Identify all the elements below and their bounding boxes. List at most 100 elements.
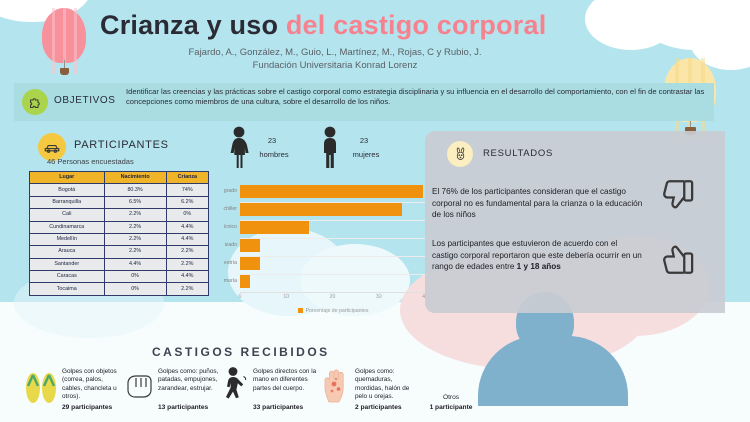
female-figure-icon — [226, 126, 252, 173]
punishments-title: CASTIGOS RECIBIDOS — [152, 345, 330, 359]
table-cell: Cundinamarca — [29, 220, 105, 234]
authors-block: Fajardo, A., González, M., Guio, L., Mar… — [100, 46, 570, 72]
table-column-header-1: Nacimiento — [103, 170, 167, 185]
punishment-count: 13 participantes — [158, 404, 209, 411]
chart-category-label: ícnico — [223, 224, 237, 230]
table-cell: 4.4% — [165, 269, 210, 284]
table-cell: Santander — [29, 257, 105, 272]
table-cell: 2.2% — [165, 257, 210, 272]
table-cell: 6.5% — [103, 195, 167, 210]
table-column-header-0: Lugar — [29, 170, 105, 185]
fist-icon — [123, 370, 157, 407]
table-column-header-2: Crianza — [165, 170, 210, 185]
balloon-stripe — [52, 8, 55, 74]
male-count: 23 — [359, 136, 369, 145]
chart-bar-row: grado — [205, 184, 430, 199]
chart-x-tick — [240, 292, 241, 296]
chart-category-label: izado — [224, 242, 237, 248]
table-row: Barranquilla 6.5% 6.2% — [29, 195, 210, 210]
table-row: Tocaima 0% 2.2% — [29, 282, 210, 296]
punishment-count: 1 participante — [429, 404, 473, 411]
table-cell: 4.4% — [165, 220, 210, 234]
table-header-row: Lugar Nacimiento Crianza — [29, 170, 210, 185]
chart-category-label: estría — [224, 260, 237, 266]
balloon-stripe — [74, 8, 77, 74]
table-row: Arauca 2.2% 2.2% — [29, 245, 210, 259]
balloon-rope — [690, 118, 691, 128]
table-row: Cali 2.2% 0% — [29, 208, 210, 222]
table-cell: Arauca — [29, 245, 105, 259]
chart-gridline — [240, 256, 425, 257]
chart-gridline — [240, 238, 425, 239]
balloon-basket — [60, 68, 69, 75]
table-cell: 2.2% — [103, 220, 167, 234]
table-cell: 2.2% — [103, 245, 167, 259]
cloud-decoration — [585, 0, 677, 50]
punishment-count: 29 participantes — [62, 404, 113, 411]
table-cell: 2.2% — [165, 245, 210, 259]
participants-subtitle: 46 Personas encuestadas — [47, 157, 134, 166]
chart-x-tick-label: 10 — [283, 294, 290, 300]
chart-legend: Porcentaje de participantes — [240, 308, 426, 314]
education-bar-chart: grado chiller ícnico izado estría maría 0 10 20… — [205, 182, 430, 322]
chart-bar — [240, 185, 423, 198]
chart-x-tick-label: 0 — [238, 294, 242, 300]
child-silhouette-body — [478, 336, 628, 406]
chart-gridline — [240, 202, 425, 203]
objectives-section: OBJETIVOS Identificar las creencias y la… — [14, 83, 714, 121]
puzzle-icon — [22, 89, 48, 115]
table-body: Bogotá 80.3% 74% Barranquilla 6.5% 6.2% Cali 2.… — [29, 183, 210, 296]
chart-bar-row: izado — [205, 238, 430, 253]
result-text-2-start: Los participantes que estuvieron de acue… — [432, 239, 642, 271]
results-label: RESULTADOS — [483, 148, 553, 159]
thumbs-up-icon — [658, 236, 700, 283]
table-cell: Caracas — [29, 269, 105, 284]
result-text-1: El 76% de los participantes consideran q… — [432, 187, 643, 219]
chart-bar — [240, 275, 251, 288]
chart-gridline — [240, 220, 425, 221]
table-cell: 4.4% — [103, 257, 167, 272]
title-primary: Crianza y uso — [100, 10, 286, 40]
result-text-2: Los participantes que estuvieron de acue… — [432, 238, 644, 273]
chart-bar — [240, 257, 261, 270]
punishment-description: Golpes como: quemaduras, mordidas, halón… — [355, 368, 410, 401]
table-row: Medellín 2.2% 4.4% — [29, 232, 210, 247]
chart-bar — [240, 239, 261, 252]
title-secondary: del castigo corporal — [285, 10, 547, 40]
participants-label: PARTICIPANTES — [74, 139, 169, 151]
table-cell: 6.2% — [165, 195, 210, 210]
chart-x-tick — [286, 292, 288, 296]
legend-label: Porcentaje de participantes — [305, 308, 369, 314]
chart-x-tick — [332, 292, 334, 296]
hitting-figure-icon — [222, 366, 250, 409]
table-cell: 0% — [165, 208, 210, 222]
punishment-description: Golpes directos con la mano en diferente… — [253, 368, 317, 392]
table-row: Santander 4.4% 2.2% — [29, 257, 210, 272]
table-cell: 2.2% — [165, 282, 210, 296]
table-row: Caracas 0% 4.4% — [29, 269, 210, 284]
objectives-label: OBJETIVOS — [54, 95, 116, 106]
chart-bar-row: estría — [205, 256, 430, 271]
punishment-description: Golpes como: puños, patadas, empujones, … — [158, 368, 219, 392]
chart-x-tick-label: 20 — [329, 294, 336, 300]
chart-bar-row: maría — [205, 274, 430, 289]
punishment-description: Golpes con objetos (correa, palos, cable… — [62, 368, 117, 401]
legend-swatch — [297, 308, 303, 313]
male-label: mujeres — [352, 150, 380, 159]
results-panel — [425, 131, 725, 313]
chart-x-tick-label: 30 — [375, 294, 382, 300]
result-text-2-bold: 1 y 18 años — [516, 262, 561, 271]
participants-table: Lugar Nacimiento Crianza Bogotá 80.3% 74% Bar… — [29, 170, 210, 296]
table-cell: 0% — [103, 282, 167, 296]
balloon-left — [42, 8, 86, 75]
author-list: Fajardo, A., González, M., Guio, L., Mar… — [188, 47, 482, 58]
chart-gridline — [240, 274, 425, 275]
punishment-description: Otros — [442, 394, 460, 401]
table-cell: Medellín — [29, 232, 105, 247]
table-row: Bogotá 80.3% 74% — [29, 183, 210, 197]
punishment-count: 33 participantes — [253, 404, 304, 411]
chart-bar-row: ícnico — [205, 220, 430, 235]
table-cell: Barranquilla — [29, 195, 105, 210]
female-count: 23 — [267, 136, 277, 145]
